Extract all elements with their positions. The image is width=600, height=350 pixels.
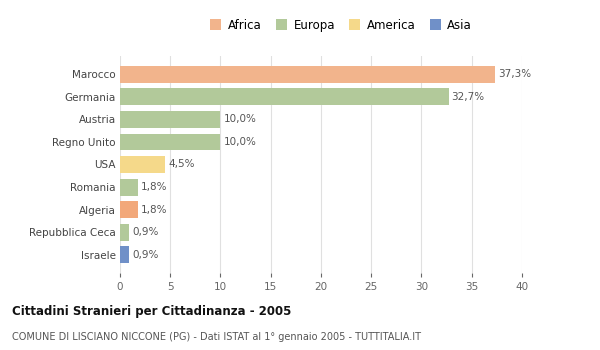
Text: 0,9%: 0,9% (132, 227, 158, 237)
Text: 4,5%: 4,5% (168, 160, 195, 169)
Text: Cittadini Stranieri per Cittadinanza - 2005: Cittadini Stranieri per Cittadinanza - 2… (12, 304, 292, 317)
Text: 32,7%: 32,7% (452, 92, 485, 102)
Bar (120, 133, 221, 150)
Text: 1,8%: 1,8% (141, 205, 167, 215)
Bar (120, 66, 495, 83)
Bar (120, 89, 449, 105)
Bar (120, 224, 129, 240)
Text: 0,9%: 0,9% (132, 250, 158, 260)
Text: COMUNE DI LISCIANO NICCONE (PG) - Dati ISTAT al 1° gennaio 2005 - TUTTITALIA.IT: COMUNE DI LISCIANO NICCONE (PG) - Dati I… (12, 332, 421, 343)
Bar (120, 246, 129, 263)
Bar (120, 201, 138, 218)
Text: 37,3%: 37,3% (498, 69, 531, 79)
Text: 1,8%: 1,8% (141, 182, 167, 192)
Legend: Africa, Europa, America, Asia: Africa, Europa, America, Asia (205, 14, 477, 37)
Text: 10,0%: 10,0% (224, 114, 256, 124)
Bar (120, 156, 165, 173)
Text: 10,0%: 10,0% (224, 137, 256, 147)
Bar (120, 111, 221, 128)
Bar (120, 178, 138, 196)
